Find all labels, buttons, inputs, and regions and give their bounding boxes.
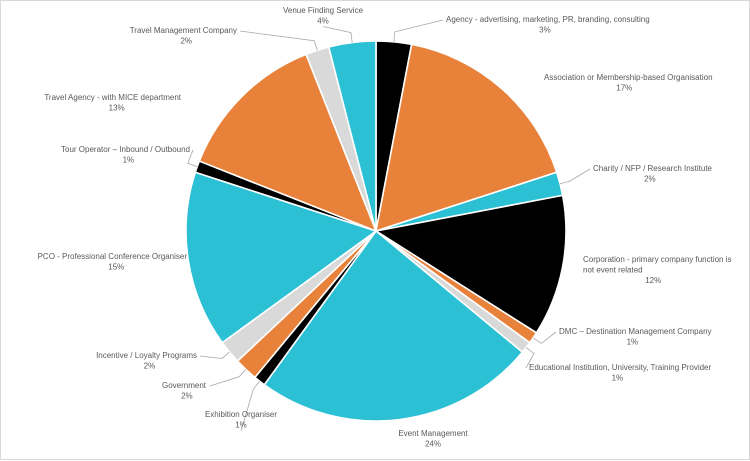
pie-slice-pco-professional-conference-organiser [185,171,378,344]
slice-label-tour-operator-inbound-outbound: Tour Operator – Inbound / Outbound 1% [61,145,190,165]
slice-label-charity-nfp-research-institute: Charity / NFP / Research Institute 2% [593,164,713,184]
pie-slice-corporation-primary-company-function-is-not-event-related [373,194,567,334]
slice-label-agency-advertising-marketing-pr-branding-consulting: Agency - advertising, marketing, PR, bra… [446,15,650,35]
leader-line-travel-management-company [239,30,318,51]
slice-label-travel-management-company: Travel Management Company 2% [130,26,237,46]
leader-line-exhibition-organiser [240,380,260,431]
leader-line-venue-finding-service [323,26,353,43]
slice-label-government: Government 2% [162,381,207,401]
slice-label-dmc-destination-management-company: DMC – Destination Management Company 1% [559,327,712,347]
pie-slice-travel-agency-with-mice-department [198,53,378,233]
leader-line-agency-advertising-marketing-pr-branding-consulting [393,19,444,42]
pie-slice-event-management [263,229,524,422]
slice-label-pco-professional-conference-organiser: PCO - Professional Conference Organiser 1… [38,252,188,272]
slice-label-event-management: Event Management 24% [398,429,468,449]
leader-line-educational-institution-university-training-provider [525,347,535,369]
pie-slice-association-or-membership-based-organisation [374,43,558,233]
pie-slice-venue-finding-service [327,40,377,232]
slice-label-travel-agency-with-mice-department: Travel Agency - with MICE department 13% [44,93,181,113]
pie-slices [185,40,567,422]
slice-label-exhibition-organiser: Exhibition Organiser 1% [205,410,277,430]
leader-line-dmc-destination-management-company [532,331,557,344]
slice-label-venue-finding-service: Venue Finding Service 4% [283,6,364,26]
slice-label-corporation-primary-company-function-is-not-event-related: Corporation - primary company function i… [583,255,732,285]
leader-line-incentive-loyalty-programs [199,351,230,359]
leader-lines [187,19,591,431]
slice-label-educational-institution-university-training-provider: Educational Institution, University, Tra… [529,363,711,383]
slice-labels: Agency - advertising, marketing, PR, bra… [38,6,732,449]
leader-line-tour-operator-inbound-outbound [187,149,198,168]
leader-line-government [209,369,247,387]
slice-label-association-or-membership-based-organisation: Association or Membership-based Organisa… [544,73,713,93]
slice-label-incentive-loyalty-programs: Incentive / Loyalty Programs 2% [96,351,197,371]
leader-line-charity-nfp-research-institute [559,168,591,185]
